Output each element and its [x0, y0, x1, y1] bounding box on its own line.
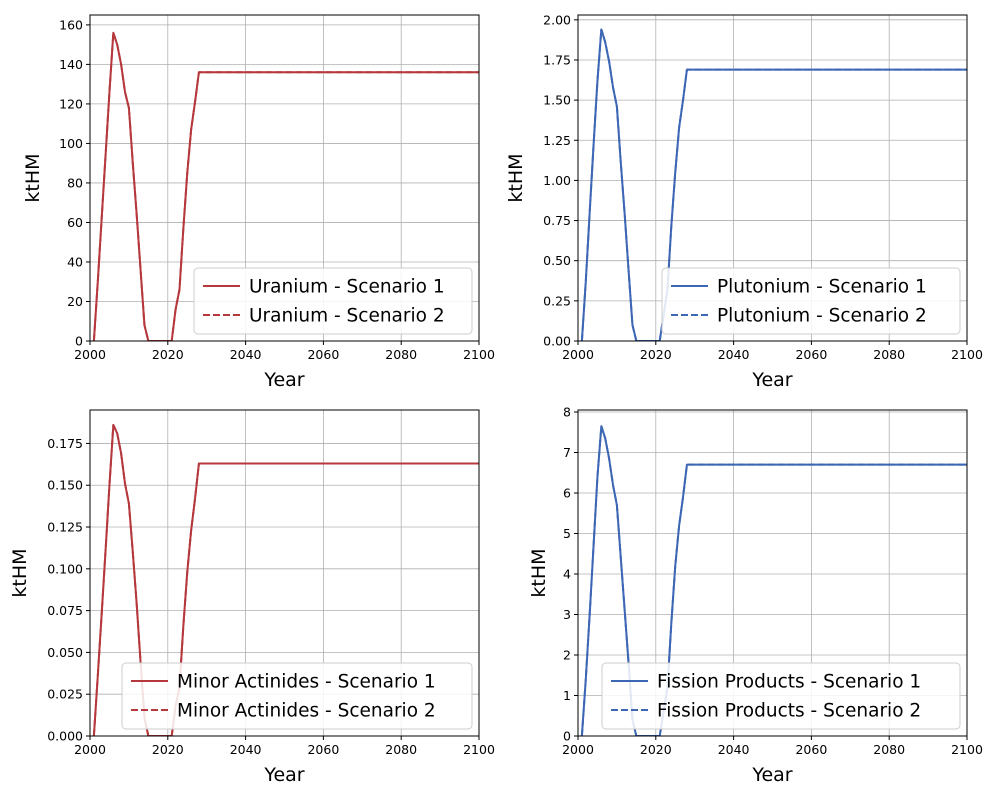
legend: Plutonium - Scenario 1 Plutonium - Scenar… [661, 267, 961, 335]
legend-label-1: Minor Actinides - Scenario 1 [177, 672, 436, 693]
y-tick-label: 6 [563, 486, 571, 501]
legend-label-2: Uranium - Scenario 2 [249, 306, 445, 327]
legend: Uranium - Scenario 1 Uranium - Scenario 2 [193, 267, 473, 335]
x-tick-label: 2100 [463, 347, 495, 362]
x-tick-label: 2000 [74, 347, 106, 362]
y-tick-label: 40 [67, 254, 83, 269]
x-axis-label: Year [751, 369, 792, 391]
y-tick-label: 0 [563, 729, 571, 744]
x-tick-label: 2080 [385, 742, 417, 757]
y-tick-label: 0.050 [47, 645, 83, 660]
x-tick-label: 2000 [562, 347, 594, 362]
legend-box [193, 267, 473, 335]
y-tick-label: 0.25 [543, 293, 571, 308]
legend-label-2: Minor Actinides - Scenario 2 [177, 701, 436, 722]
y-tick-label: 7 [563, 445, 571, 460]
x-tick-label: 2080 [385, 347, 417, 362]
legend: Minor Actinides - Scenario 1 Minor Actini… [121, 662, 473, 730]
x-tick-label: 2040 [718, 347, 750, 362]
y-tick-label: 140 [59, 57, 83, 72]
legend-label-1: Fission Products - Scenario 1 [657, 672, 921, 693]
y-tick-label: 0.125 [47, 520, 83, 535]
x-tick-label: 2100 [951, 347, 983, 362]
chart-panel-1: 2000 2020 2040 2060 2080 21000204060801001201… [22, 14, 495, 391]
y-tick-label: 80 [67, 175, 83, 190]
y-tick-label: 0.50 [543, 253, 571, 268]
y-tick-label: 160 [59, 17, 83, 32]
legend-box [121, 662, 473, 730]
chart-panel-3: 2000 2020 2040 2060 2080 2100 0.000 0.025 0.050 0… [9, 409, 495, 786]
y-tick-label: 1 [563, 688, 571, 703]
x-tick-label: 2040 [230, 742, 262, 757]
axes-frame [89, 14, 480, 342]
x-tick-label: 2000 [74, 742, 106, 757]
legend-box [601, 662, 961, 730]
series-line-2 [92, 424, 479, 736]
x-tick-label: 2040 [718, 742, 750, 757]
y-tick-label: 0.100 [47, 561, 83, 576]
y-tick-label: 0 [75, 334, 83, 349]
y-axis-label: ktHM [22, 153, 44, 202]
legend-label-1: Plutonium - Scenario 1 [717, 277, 927, 298]
y-tick-label: 8 [563, 405, 571, 420]
axes-frame [577, 14, 968, 342]
x-tick-label: 2100 [463, 742, 495, 757]
x-tick-label: 2000 [562, 742, 594, 757]
x-tick-label: 2020 [640, 742, 672, 757]
chart-panel-2: 2000 2020 2040 2060 2080 2100 0.00 0.25 0.50 0.75… [505, 12, 983, 391]
y-tick-label: 0.75 [543, 213, 571, 228]
y-tick-label: 2 [563, 648, 571, 663]
x-tick-label: 2060 [795, 742, 827, 757]
y-tick-label: 0.000 [47, 729, 83, 744]
y-tick-label: 0.075 [47, 603, 83, 618]
x-tick-label: 2040 [230, 347, 262, 362]
legend-label-2: Plutonium - Scenario 2 [717, 306, 927, 327]
y-tick-label: 1.75 [543, 52, 571, 67]
axes-frame [577, 409, 968, 737]
x-tick-label: 2100 [951, 742, 983, 757]
y-axis-label: ktHM [505, 153, 527, 202]
y-tick-label: 60 [67, 215, 83, 230]
y-tick-label: 2.00 [543, 12, 571, 27]
x-tick-label: 2060 [795, 347, 827, 362]
x-tick-label: 2080 [873, 347, 905, 362]
x-tick-label: 2060 [307, 742, 339, 757]
legend-label-1: Uranium - Scenario 1 [249, 277, 445, 298]
y-tick-label: 4 [563, 567, 571, 582]
series-line-2 [580, 425, 967, 736]
y-tick-label: 20 [67, 294, 83, 309]
x-tick-label: 2080 [873, 742, 905, 757]
chart-panel-4: 2000 2020 2040 2060 2080 2100 0 1 2 3 4 5 6 7 8 Year ktH… [528, 405, 983, 786]
x-tick-label: 2020 [152, 742, 184, 757]
y-axis-label: ktHM [528, 548, 550, 597]
y-tick-label: 1.00 [543, 173, 571, 188]
legend-box [661, 267, 961, 335]
y-tick-label: 100 [59, 136, 83, 151]
x-axis-label: Year [751, 764, 792, 786]
y-tick-label: 0.175 [47, 436, 83, 451]
y-tick-label: 1.50 [543, 93, 571, 108]
series-line-2 [92, 31, 479, 341]
y-tick-label: 0.025 [47, 687, 83, 702]
legend: Fission Products - Scenario 1 Fission Pro… [601, 662, 961, 730]
y-tick-label: 1.25 [543, 133, 571, 148]
y-tick-label: 0.00 [543, 334, 571, 349]
x-tick-label: 2020 [640, 347, 672, 362]
x-axis-label: Year [263, 764, 304, 786]
legend-label-2: Fission Products - Scenario 2 [657, 701, 921, 722]
y-axis-label: ktHM [9, 548, 31, 597]
y-tick-label: 3 [563, 607, 571, 622]
x-tick-label: 2060 [307, 347, 339, 362]
y-tick-label: 120 [59, 96, 83, 111]
y-tick-label: 0.150 [47, 478, 83, 493]
x-tick-label: 2020 [152, 347, 184, 362]
axes-frame [89, 409, 480, 737]
y-tick-label: 5 [563, 526, 571, 541]
series-line-2 [580, 28, 967, 341]
x-axis-label: Year [263, 369, 304, 391]
